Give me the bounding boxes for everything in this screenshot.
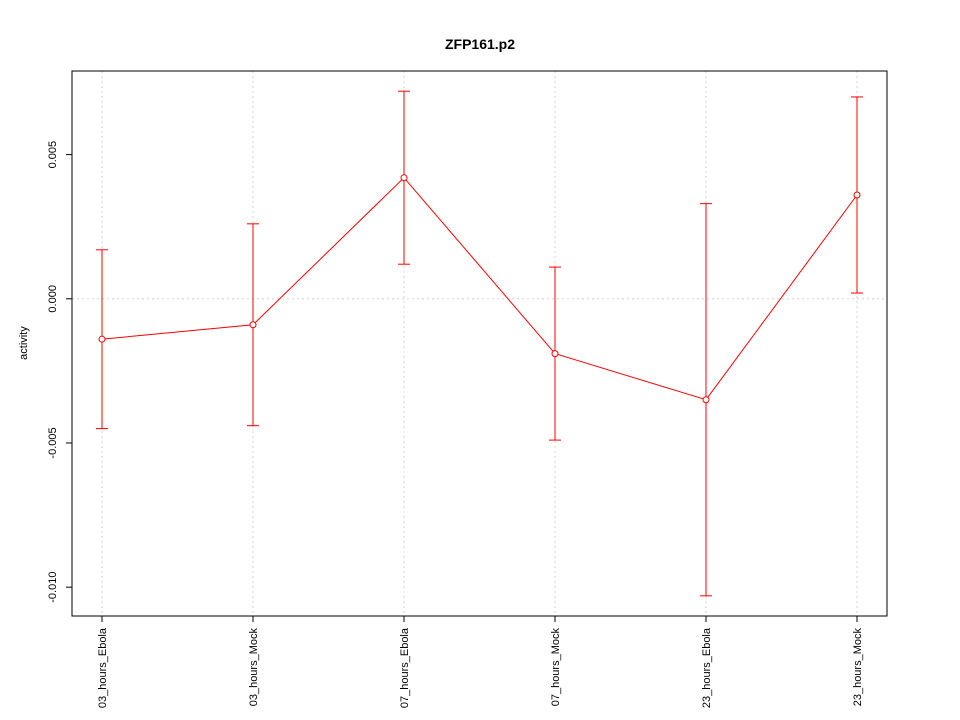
point: [98, 335, 106, 343]
x-tick-label: 23_hours_Mock: [852, 628, 864, 707]
y-tick-label: -0.005: [47, 427, 59, 458]
point: [551, 350, 559, 358]
x-tick-label: 03_hours_Mock: [248, 628, 260, 707]
x-tick-label: 03_hours_Ebola: [97, 627, 109, 708]
plot-frame: [71, 70, 888, 617]
y-tick-label: -0.010: [47, 572, 59, 603]
point: [853, 191, 861, 199]
x-tick-label: 07_hours_Mock: [550, 628, 562, 707]
series-line: [101, 176, 858, 401]
chart-title: ZFP161.p2: [445, 36, 515, 52]
y-tick-label: 0.000: [47, 285, 59, 313]
point: [702, 396, 710, 404]
x-tick-label: 07_hours_Ebola: [399, 627, 411, 708]
y-tick-label: 0.005: [47, 141, 59, 169]
point: [249, 321, 257, 329]
point: [400, 174, 408, 182]
x-tick-label: 23_hours_Ebola: [701, 627, 713, 708]
y-axis-label: activity: [18, 326, 30, 360]
